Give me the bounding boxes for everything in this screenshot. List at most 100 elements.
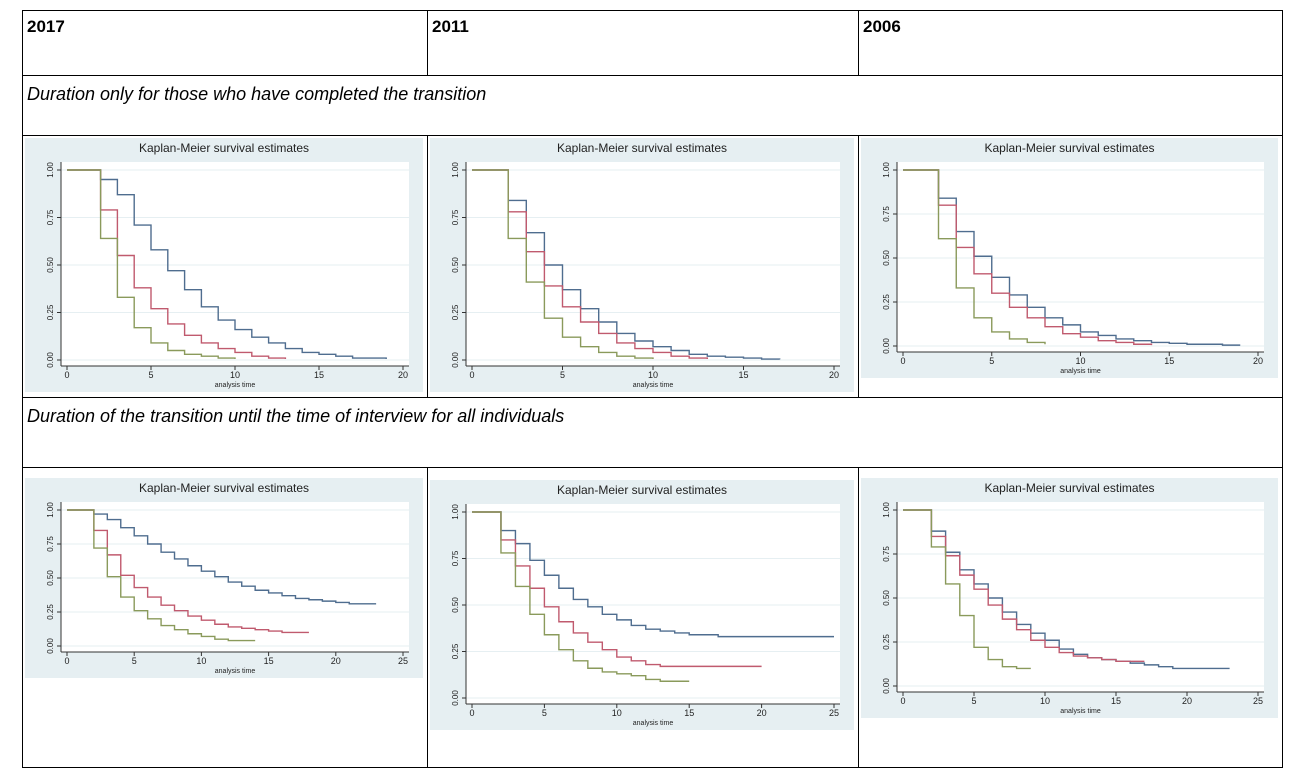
x-tick-label: 25 bbox=[1253, 696, 1263, 706]
y-tick-label: 0.00 bbox=[451, 352, 460, 368]
km-curve bbox=[67, 169, 387, 360]
y-tick-label: 1.00 bbox=[882, 502, 891, 518]
chart-title: Kaplan-Meier survival estimates bbox=[984, 141, 1154, 155]
y-tick-label: 0.75 bbox=[46, 209, 55, 225]
x-tick-label: 0 bbox=[900, 356, 905, 366]
km-curve bbox=[472, 511, 762, 668]
x-tick-label: 25 bbox=[829, 708, 839, 718]
plot-area bbox=[897, 162, 1264, 352]
x-tick-label: 0 bbox=[64, 656, 69, 666]
x-axis-label: analysis time bbox=[633, 382, 674, 389]
x-tick-label: 20 bbox=[1253, 356, 1263, 366]
x-tick-label: 15 bbox=[314, 370, 324, 380]
x-tick-label: 5 bbox=[132, 656, 137, 666]
y-tick-label: 0.50 bbox=[46, 570, 55, 586]
y-tick-label: 0.75 bbox=[882, 546, 891, 562]
km-curve bbox=[472, 511, 834, 638]
x-tick-label: 5 bbox=[560, 370, 565, 380]
y-tick-label: 0.00 bbox=[46, 638, 55, 654]
x-axis-label: analysis time bbox=[1060, 368, 1101, 375]
km-curve bbox=[903, 509, 1031, 670]
y-tick-label: 0.75 bbox=[451, 209, 460, 225]
y-tick-label: 1.00 bbox=[46, 162, 55, 178]
km-chart: Kaplan-Meier survival estimates 0.00 0.25 0… bbox=[861, 478, 1278, 718]
x-tick-label: 20 bbox=[829, 370, 839, 380]
x-tick-label: 10 bbox=[1040, 696, 1050, 706]
chart-title: Kaplan-Meier survival estimates bbox=[139, 141, 309, 155]
x-tick-label: 15 bbox=[684, 708, 694, 718]
y-tick-label: 1.00 bbox=[46, 502, 55, 518]
results-table: 2017 2011 2006 Duration only for those who… bbox=[22, 10, 1283, 768]
x-axis-label: analysis time bbox=[215, 382, 256, 389]
km-chart: Kaplan-Meier survival estimates 0.00 0.25 0… bbox=[25, 138, 423, 392]
y-tick-label: 0.75 bbox=[882, 206, 891, 222]
y-tick-label: 0.75 bbox=[451, 550, 460, 566]
km-curve bbox=[67, 509, 377, 605]
y-tick-label: 0.50 bbox=[451, 257, 460, 273]
x-axis-label: analysis time bbox=[633, 720, 674, 727]
km-curve bbox=[472, 511, 690, 682]
chart-title: Kaplan-Meier survival estimates bbox=[557, 483, 727, 497]
x-axis-label: analysis time bbox=[1060, 708, 1101, 715]
km-chart: Kaplan-Meier survival estimates 0.00 0.25 0… bbox=[430, 480, 854, 730]
km-curve bbox=[472, 169, 708, 360]
chart-title: Kaplan-Meier survival estimates bbox=[984, 481, 1154, 495]
km-chart: Kaplan-Meier survival estimates 0.00 0.25 0… bbox=[25, 478, 423, 678]
plot-area bbox=[466, 162, 840, 366]
header-cell: 2011 bbox=[427, 10, 859, 76]
section-label: Duration of the transition until the tim… bbox=[22, 397, 1283, 468]
y-tick-label: 0.50 bbox=[882, 250, 891, 266]
y-tick-label: 0.25 bbox=[46, 604, 55, 620]
chart-title: Kaplan-Meier survival estimates bbox=[139, 481, 309, 495]
x-tick-label: 20 bbox=[757, 708, 767, 718]
y-tick-label: 1.00 bbox=[451, 504, 460, 520]
x-tick-label: 0 bbox=[900, 696, 905, 706]
section-label: Duration only for those who have complet… bbox=[22, 75, 1283, 136]
x-tick-label: 15 bbox=[738, 370, 748, 380]
y-tick-label: 1.00 bbox=[451, 162, 460, 178]
y-tick-label: 0.25 bbox=[451, 304, 460, 320]
y-tick-label: 0.25 bbox=[882, 634, 891, 650]
x-tick-label: 20 bbox=[398, 370, 408, 380]
chart-title: Kaplan-Meier survival estimates bbox=[557, 141, 727, 155]
y-tick-label: 0.50 bbox=[451, 597, 460, 613]
y-tick-label: 0.25 bbox=[451, 643, 460, 659]
km-curve bbox=[903, 169, 1046, 345]
km-chart: Kaplan-Meier survival estimates 0.00 0.25 0… bbox=[430, 138, 854, 392]
y-tick-label: 0.00 bbox=[46, 352, 55, 368]
header-cell: 2006 bbox=[858, 10, 1283, 76]
x-tick-label: 10 bbox=[230, 370, 240, 380]
y-tick-label: 0.75 bbox=[46, 536, 55, 552]
x-tick-label: 20 bbox=[1182, 696, 1192, 706]
x-tick-label: 10 bbox=[196, 656, 206, 666]
km-curve bbox=[903, 169, 1153, 346]
plot-area bbox=[466, 504, 840, 704]
header-cell: 2017 bbox=[22, 10, 428, 76]
plot-area bbox=[897, 502, 1264, 692]
x-tick-label: 0 bbox=[469, 370, 474, 380]
km-curve bbox=[903, 509, 1145, 663]
x-tick-label: 20 bbox=[331, 656, 341, 666]
x-tick-label: 15 bbox=[1111, 696, 1121, 706]
km-curve bbox=[67, 169, 287, 360]
x-tick-label: 15 bbox=[1164, 356, 1174, 366]
km-curve bbox=[67, 169, 236, 360]
x-tick-label: 10 bbox=[1075, 356, 1085, 366]
x-tick-label: 0 bbox=[469, 708, 474, 718]
y-tick-label: 0.00 bbox=[451, 690, 460, 706]
x-tick-label: 25 bbox=[398, 656, 408, 666]
km-curve bbox=[67, 509, 309, 634]
x-tick-label: 5 bbox=[989, 356, 994, 366]
km-chart: Kaplan-Meier survival estimates 0.00 0.25 0… bbox=[861, 138, 1278, 378]
y-tick-label: 0.50 bbox=[882, 590, 891, 606]
x-tick-label: 5 bbox=[148, 370, 153, 380]
plot-area bbox=[61, 162, 409, 366]
y-tick-label: 1.00 bbox=[882, 162, 891, 178]
km-curve bbox=[67, 509, 256, 642]
y-tick-label: 0.50 bbox=[46, 257, 55, 273]
x-tick-label: 5 bbox=[542, 708, 547, 718]
y-tick-label: 0.25 bbox=[882, 294, 891, 310]
km-curve bbox=[903, 169, 1241, 346]
x-tick-label: 10 bbox=[612, 708, 622, 718]
